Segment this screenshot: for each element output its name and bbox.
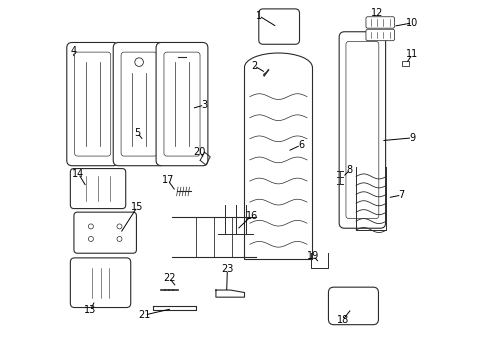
Text: 11: 11 bbox=[406, 49, 418, 59]
Text: 22: 22 bbox=[163, 273, 175, 283]
Text: 3: 3 bbox=[201, 100, 207, 110]
FancyBboxPatch shape bbox=[365, 29, 394, 41]
FancyBboxPatch shape bbox=[339, 32, 385, 228]
Text: 14: 14 bbox=[72, 168, 84, 179]
Text: 5: 5 bbox=[134, 128, 140, 138]
Text: 23: 23 bbox=[221, 264, 233, 274]
FancyBboxPatch shape bbox=[121, 52, 157, 156]
FancyBboxPatch shape bbox=[156, 42, 207, 166]
FancyBboxPatch shape bbox=[163, 52, 200, 156]
Circle shape bbox=[88, 224, 93, 229]
Text: 17: 17 bbox=[161, 175, 174, 185]
Text: 15: 15 bbox=[131, 202, 143, 212]
Circle shape bbox=[117, 224, 122, 229]
Text: 10: 10 bbox=[406, 18, 418, 28]
Text: 6: 6 bbox=[297, 140, 304, 150]
FancyBboxPatch shape bbox=[258, 9, 299, 44]
Text: 21: 21 bbox=[138, 310, 150, 320]
Text: 18: 18 bbox=[336, 315, 348, 325]
Text: 19: 19 bbox=[306, 251, 319, 261]
Text: 8: 8 bbox=[346, 165, 352, 175]
Polygon shape bbox=[401, 62, 408, 66]
Text: 7: 7 bbox=[398, 190, 404, 200]
Text: 2: 2 bbox=[250, 61, 257, 71]
Text: 1: 1 bbox=[255, 11, 261, 21]
FancyBboxPatch shape bbox=[328, 287, 378, 325]
FancyBboxPatch shape bbox=[345, 41, 378, 219]
FancyBboxPatch shape bbox=[113, 42, 164, 166]
FancyBboxPatch shape bbox=[70, 258, 130, 307]
Text: 9: 9 bbox=[408, 133, 415, 143]
FancyBboxPatch shape bbox=[365, 17, 394, 28]
Circle shape bbox=[88, 237, 93, 242]
Text: 4: 4 bbox=[71, 46, 77, 57]
FancyBboxPatch shape bbox=[70, 168, 125, 208]
FancyBboxPatch shape bbox=[74, 212, 136, 253]
Text: 13: 13 bbox=[84, 305, 96, 315]
FancyBboxPatch shape bbox=[75, 52, 110, 156]
Circle shape bbox=[117, 237, 122, 242]
Text: 12: 12 bbox=[370, 8, 382, 18]
Text: 16: 16 bbox=[245, 211, 257, 221]
FancyBboxPatch shape bbox=[67, 42, 118, 166]
Text: 20: 20 bbox=[193, 147, 205, 157]
